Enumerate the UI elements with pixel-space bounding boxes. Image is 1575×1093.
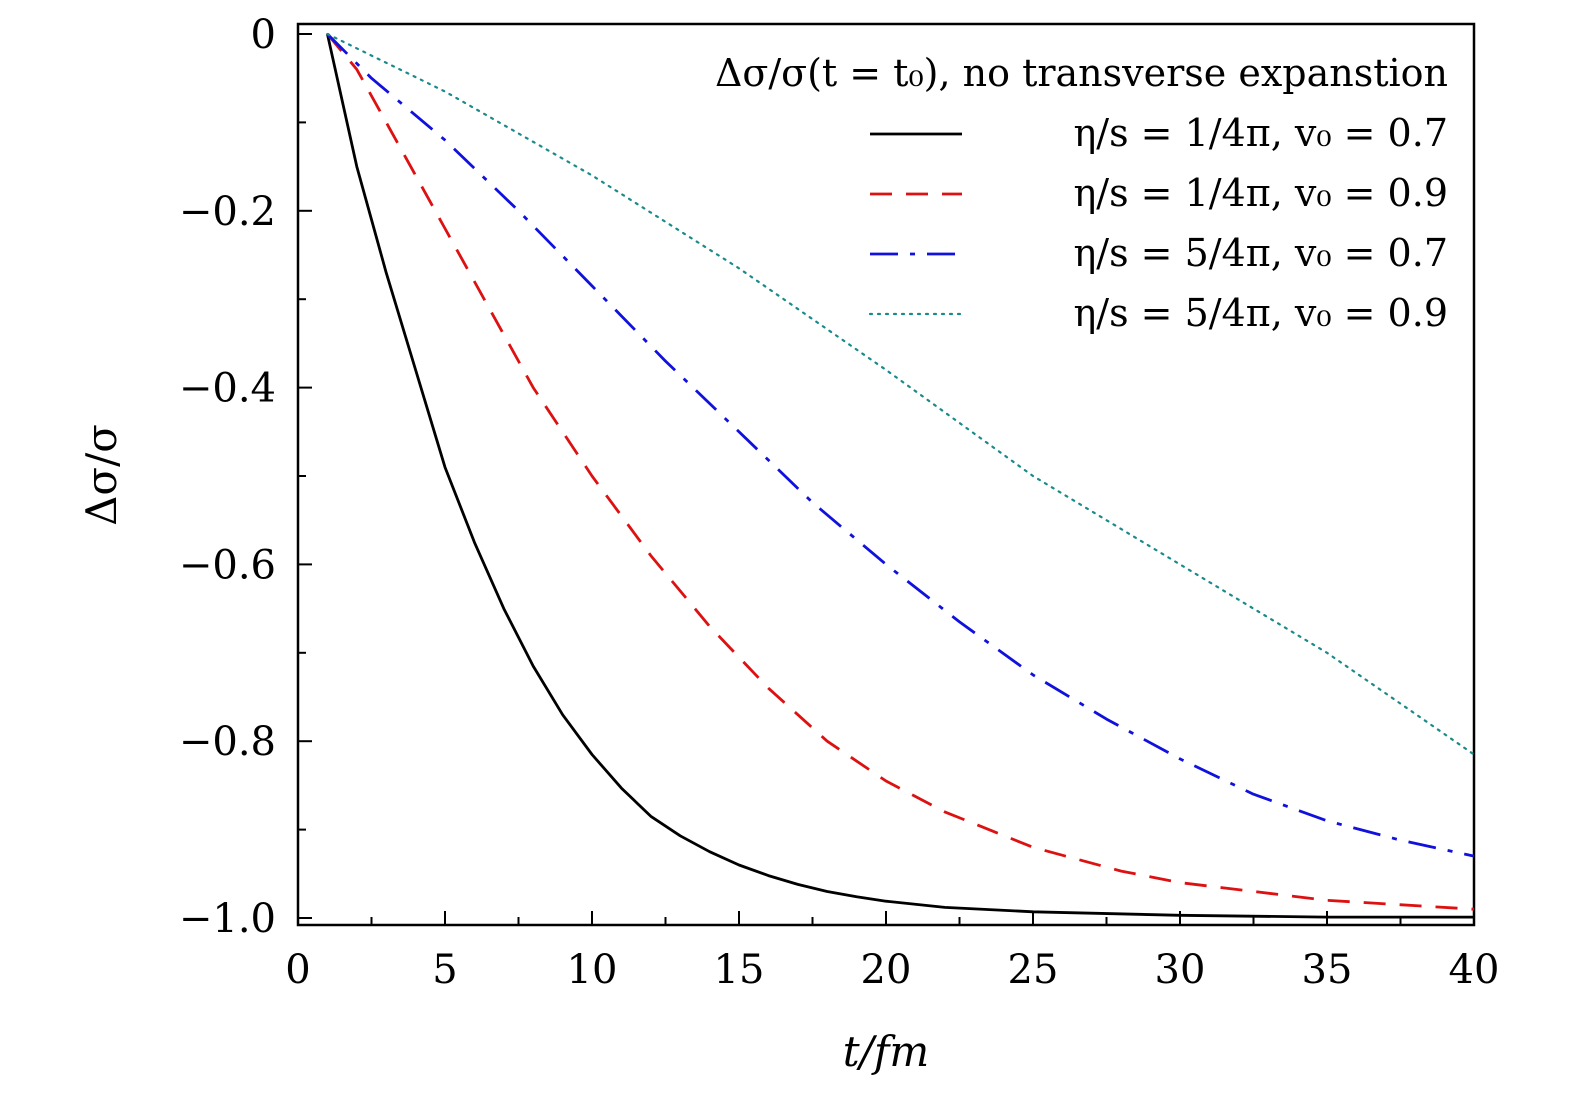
x-tick-label: 25 (1008, 947, 1059, 993)
series-line-2 (326, 33, 1475, 911)
legend-entries: η/s = 1/4π, v₀ = 0.7 η/s = 1/4π, v₀ = 0.9… (868, 111, 1449, 335)
legend-label-3: η/s = 5/4π, v₀ = 0.7 (1074, 231, 1449, 275)
y-tick-label: −0.8 (179, 719, 276, 765)
legend: Δσ/σ(t = t₀), no transverse expanstion η… (715, 51, 1448, 335)
x-tick-label: 35 (1302, 947, 1353, 993)
y-tick-label: −1.0 (179, 896, 276, 942)
series-line-4 (326, 32, 1476, 756)
series-line-3 (326, 33, 1475, 858)
ticks (297, 33, 1475, 925)
y-tick-label: −0.6 (179, 542, 276, 588)
legend-label-1: η/s = 1/4π, v₀ = 0.7 (1074, 111, 1449, 155)
y-tick-label: 0 (251, 12, 276, 58)
x-tick-label: 40 (1449, 947, 1500, 993)
legend-title: Δσ/σ(t = t₀), no transverse expanstion (715, 51, 1448, 95)
legend-label-2: η/s = 1/4π, v₀ = 0.9 (1074, 171, 1449, 215)
x-axis-title: t/fm (843, 1027, 929, 1076)
legend-label-4: η/s = 5/4π, v₀ = 0.9 (1074, 291, 1449, 335)
x-tick-label: 0 (285, 947, 310, 993)
y-tick-labels: 0 −0.2 −0.4 −0.6 −0.8 −1.0 (179, 12, 276, 942)
y-tick-label: −0.2 (179, 189, 276, 235)
y-tick-label: −0.4 (179, 366, 276, 412)
x-tick-label: 15 (714, 947, 765, 993)
plot-area-frame (296, 22, 1476, 927)
y-axis-title: Δσ/σ (77, 424, 126, 526)
x-tick-label: 30 (1155, 947, 1206, 993)
x-tick-label: 10 (567, 947, 618, 993)
x-tick-label: 5 (432, 947, 457, 993)
series-line-1 (326, 33, 1474, 919)
x-tick-label: 20 (861, 947, 912, 993)
series-lines (326, 32, 1476, 919)
x-tick-labels: 0 5 10 15 20 25 30 35 40 (285, 947, 1499, 993)
